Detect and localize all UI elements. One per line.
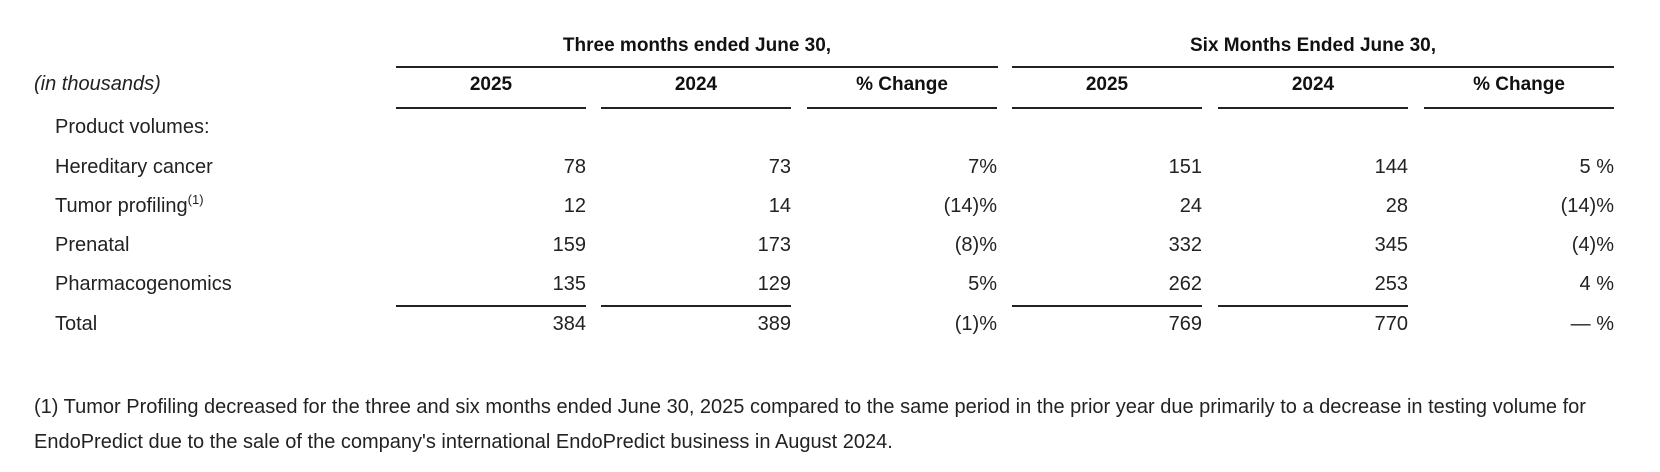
cell-value: (14)% — [1560, 195, 1614, 217]
subtotal-rule — [601, 305, 791, 307]
row-label-text: Prenatal — [55, 234, 130, 256]
row-label-text: Tumor profiling — [55, 195, 188, 217]
cell-value: 151 — [1168, 156, 1202, 178]
cell-value: 173 — [757, 234, 791, 256]
cell-value: 135 — [552, 273, 586, 295]
cell-value: 129 — [757, 273, 791, 295]
cell-value: 769 — [1168, 313, 1202, 335]
section-label: Product volumes: — [55, 116, 210, 138]
row-label-tumor-profiling: Tumor profiling(1) — [55, 192, 204, 220]
column-rule — [1218, 107, 1408, 109]
cell-value: 262 — [1168, 273, 1202, 295]
cell-value: 4 % — [1579, 273, 1614, 295]
cell-value: 5% — [968, 273, 997, 295]
cell-value: 144 — [1374, 156, 1408, 178]
row-label-text: Total — [55, 313, 98, 335]
cell-value: (4)% — [1571, 234, 1614, 256]
cell-value: 24 — [1179, 195, 1202, 217]
row-label-total: Total — [55, 310, 97, 338]
cell-value: 332 — [1168, 234, 1202, 256]
cell-value: 28 — [1385, 195, 1408, 217]
cell-value: 78 — [563, 156, 586, 178]
cell-value: 253 — [1374, 273, 1408, 295]
row-label-text: Pharmacogenomics — [55, 273, 232, 295]
group-rule-six-months — [1012, 66, 1614, 68]
column-rule — [1012, 107, 1202, 109]
cell-value: (14)% — [943, 195, 997, 217]
row-label-pharmacogenomics: Pharmacogenomics — [55, 270, 232, 298]
footnote: (1) Tumor Profiling decreased for the th… — [34, 396, 1586, 453]
column-header-h-change: % Change — [1473, 74, 1565, 95]
cell-value: 770 — [1374, 313, 1408, 335]
footnote-reference: (1) — [187, 192, 204, 207]
row-label-prenatal: Prenatal — [55, 231, 130, 259]
cell-value: 389 — [757, 313, 791, 335]
cell-value: 159 — [552, 234, 586, 256]
cell-value: 14 — [768, 195, 791, 217]
subtotal-rule — [1012, 305, 1202, 307]
subtotal-rule — [1218, 305, 1408, 307]
column-header-h-2025: 2025 — [1085, 74, 1129, 95]
column-header-q-2024: 2024 — [674, 74, 718, 95]
cell-value: 12 — [563, 195, 586, 217]
units-label: (in thousands) — [34, 73, 161, 95]
cell-value: 7% — [968, 156, 997, 178]
cell-value: (8)% — [954, 234, 997, 256]
column-header-q-2025: 2025 — [469, 74, 513, 95]
subtotal-rule — [396, 305, 586, 307]
column-rule — [601, 107, 791, 109]
cell-value: 73 — [768, 156, 791, 178]
group-header-three-months: Three months ended June 30, — [562, 35, 832, 56]
cell-value: 384 — [552, 313, 586, 335]
cell-value: 345 — [1374, 234, 1408, 256]
column-rule — [807, 107, 997, 109]
group-header-six-months: Six Months Ended June 30, — [1190, 35, 1436, 56]
column-header-q-change: % Change — [856, 74, 948, 95]
cell-value: — % — [1570, 313, 1614, 335]
row-label-hereditary-cancer: Hereditary cancer — [55, 153, 213, 181]
column-rule — [1424, 107, 1614, 109]
cell-value: (1)% — [954, 313, 997, 335]
column-header-h-2024: 2024 — [1291, 74, 1335, 95]
column-rule — [396, 107, 586, 109]
cell-value: 5 % — [1579, 156, 1614, 178]
group-rule-three-months — [396, 66, 998, 68]
row-label-text: Hereditary cancer — [55, 156, 213, 178]
